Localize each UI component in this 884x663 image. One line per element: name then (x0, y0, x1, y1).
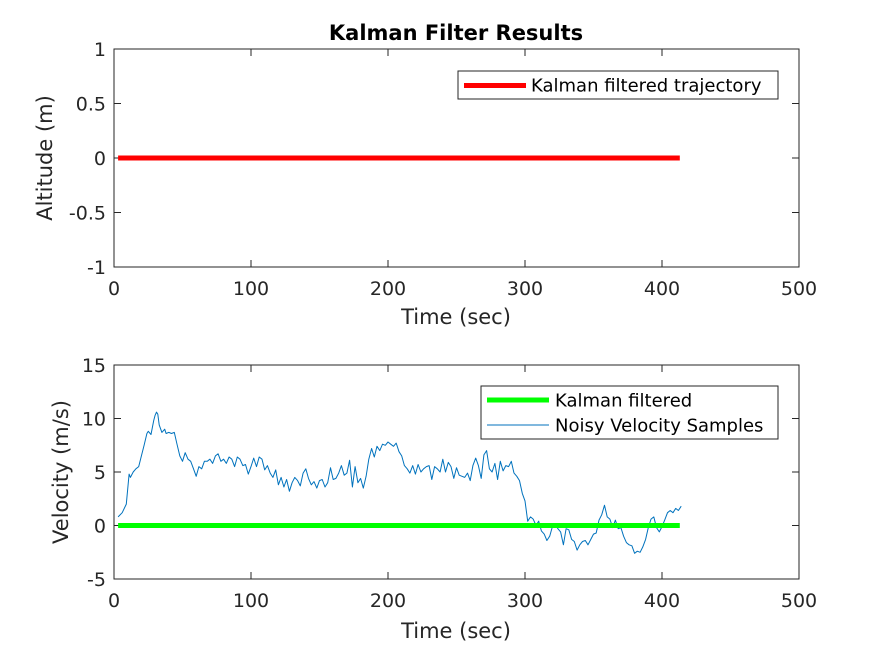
velocity-x-axis-label: Time (sec) (400, 619, 511, 643)
x-tick-label: 0 (108, 278, 120, 300)
x-tick-label: 500 (781, 590, 817, 612)
legend-label-kalman-filtered: Kalman filtered (555, 391, 692, 412)
y-tick-label: 1 (94, 39, 106, 61)
x-tick-label: 100 (233, 278, 269, 300)
x-tick-label: 100 (233, 590, 269, 612)
legend-label-kalman-trajectory: Kalman filtered trajectory (531, 76, 762, 97)
altitude-y-axis-label: Altitude (m) (33, 95, 57, 221)
x-tick-label: 200 (370, 278, 406, 300)
y-tick-label: 0.5 (76, 94, 106, 116)
y-tick-label: 10 (82, 409, 106, 431)
legend-label-noisy-velocity: Noisy Velocity Samples (555, 416, 763, 437)
y-tick-label: 0 (94, 516, 106, 538)
y-tick-label: 15 (82, 355, 106, 377)
velocity-axes-frame (113, 364, 800, 580)
x-tick-label: 200 (370, 590, 406, 612)
altitude-chart: 0 100 200 300 400 500 1 0.5 0 -0.5 -1 Kalman Filte… (33, 21, 817, 329)
altitude-legend: Kalman filtered trajectory (457, 70, 779, 100)
x-tick-label: 500 (781, 278, 817, 300)
velocity-series-noisy-velocity-samples (117, 411, 682, 554)
altitude-x-axis-label: Time (sec) (400, 305, 511, 329)
y-tick-label: -5 (87, 569, 106, 591)
x-tick-label: 300 (507, 278, 543, 300)
y-tick-label: 0 (94, 148, 106, 170)
altitude-axes-frame (113, 48, 800, 268)
altitude-ticks: 0 100 200 300 400 500 1 0.5 0 -0.5 -1 (69, 39, 817, 300)
velocity-legend-box (480, 385, 779, 440)
y-tick-label: 5 (94, 462, 106, 484)
x-tick-label: 400 (644, 278, 680, 300)
velocity-lines (117, 411, 682, 554)
x-tick-label: 0 (108, 590, 120, 612)
chart-title: Kalman Filter Results (329, 21, 583, 45)
y-tick-label: -0.5 (69, 203, 106, 225)
x-tick-label: 400 (644, 590, 680, 612)
y-tick-label: -1 (87, 257, 106, 279)
velocity-y-axis-label: Velocity (m/s) (49, 400, 73, 544)
velocity-legend: Kalman filtered Noisy Velocity Samples (480, 385, 779, 440)
x-tick-label: 300 (507, 590, 543, 612)
